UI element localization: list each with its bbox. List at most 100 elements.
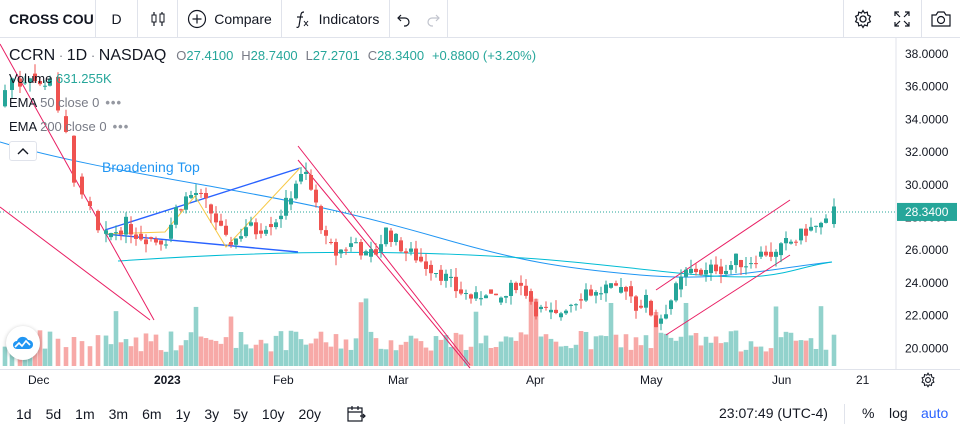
range-3m-button[interactable]: 3m xyxy=(108,406,129,422)
volume-bar xyxy=(583,331,589,366)
volume-bar xyxy=(293,331,299,366)
candle-body xyxy=(539,306,543,310)
candle-body xyxy=(244,227,248,237)
candle-body xyxy=(199,192,203,194)
volume-bar xyxy=(42,348,48,366)
symbol-text: CROSS COU xyxy=(9,10,94,27)
candle-body xyxy=(809,226,813,231)
volume-bar xyxy=(573,344,579,366)
timezone-clock[interactable]: 23:07:49 (UTC-4) xyxy=(719,405,828,421)
range-5y-button[interactable]: 5y xyxy=(233,406,248,422)
volume-bar xyxy=(183,340,189,366)
volume-bar xyxy=(313,338,319,366)
range-6m-button[interactable]: 6m xyxy=(142,406,162,422)
axis-settings-button[interactable] xyxy=(920,372,936,393)
fullscreen-button[interactable] xyxy=(882,0,921,38)
candle-body xyxy=(434,273,438,275)
range-20y-button[interactable]: 20y xyxy=(298,406,322,422)
volume-bar xyxy=(483,335,489,366)
volume-value: 631.255K xyxy=(56,71,112,86)
chart-type-button[interactable] xyxy=(138,0,178,38)
candle-body xyxy=(779,243,783,256)
candle-body xyxy=(624,287,628,292)
candle-body xyxy=(389,230,393,243)
volume-bar xyxy=(243,344,249,366)
volume-bar xyxy=(348,349,354,366)
range-1y-button[interactable]: 1y xyxy=(175,406,191,422)
undo-button[interactable] xyxy=(390,0,418,38)
volume-bar xyxy=(518,332,524,366)
volume-bar xyxy=(443,335,449,366)
more-icon[interactable]: ••• xyxy=(105,95,123,110)
volume-bar xyxy=(623,334,629,366)
legend-volume[interactable]: Volume 631.255K xyxy=(9,71,112,86)
candle-body xyxy=(489,289,493,294)
price-chart[interactable]: 38.000036.000034.000032.000030.000028.00… xyxy=(0,38,960,369)
candle-body xyxy=(369,249,373,257)
trend-line xyxy=(655,199,791,291)
volume-bar xyxy=(163,351,169,366)
interval-button[interactable]: D xyxy=(96,0,138,38)
volume-bar xyxy=(273,335,279,366)
range-3y-button[interactable]: 3y xyxy=(204,406,220,422)
screenshot-button[interactable] xyxy=(921,0,960,38)
trend-line xyxy=(297,145,471,366)
ema200-params: 200 close 0 xyxy=(40,119,107,134)
candle-body xyxy=(554,309,558,314)
bottom-divider xyxy=(844,404,845,424)
candle-body xyxy=(429,264,433,274)
legend-ema50[interactable]: EMA 50 close 0 ••• xyxy=(9,95,122,110)
trend-line xyxy=(0,43,155,321)
plus-circle-icon xyxy=(188,9,207,28)
pattern-label[interactable]: Broadening Top xyxy=(102,159,200,175)
candle-body xyxy=(449,276,453,278)
volume-bar xyxy=(633,337,639,366)
candle-body xyxy=(649,300,653,316)
volume-bar xyxy=(758,346,764,366)
volume-bar xyxy=(563,345,569,366)
volume-bar xyxy=(95,335,101,366)
candle-body xyxy=(414,248,418,261)
range-1d-button[interactable]: 1d xyxy=(16,406,32,422)
range-5d-button[interactable]: 5d xyxy=(45,406,62,422)
volume-bar xyxy=(158,350,164,366)
candle-body xyxy=(254,222,258,235)
indicators-button[interactable]: Indicators xyxy=(282,0,390,38)
volume-bar xyxy=(288,330,294,366)
compare-button[interactable]: Compare xyxy=(178,0,282,38)
redo-button[interactable] xyxy=(418,0,448,38)
candle-body xyxy=(559,313,563,318)
camera-icon xyxy=(931,11,951,27)
candle-body xyxy=(384,227,388,245)
candle-body xyxy=(299,173,303,182)
collapse-legend-button[interactable] xyxy=(9,141,37,161)
settings-button[interactable] xyxy=(843,0,882,38)
volume-bar xyxy=(338,348,344,366)
gear-icon xyxy=(854,9,872,29)
auto-toggle[interactable]: auto xyxy=(921,405,949,421)
candle-body xyxy=(189,195,193,198)
candle-body xyxy=(119,230,123,235)
log-toggle[interactable]: log xyxy=(889,405,908,421)
candle-body xyxy=(744,266,748,268)
volume-bar xyxy=(723,342,729,366)
legend-ema200[interactable]: EMA 200 close 0 ••• xyxy=(9,119,129,134)
range-1m-button[interactable]: 1m xyxy=(75,406,95,422)
volume-bar xyxy=(533,298,539,366)
more-icon[interactable]: ••• xyxy=(112,119,130,134)
go-to-date-button[interactable] xyxy=(346,405,366,423)
top-toolbar: CROSS COU D Compare Indicators xyxy=(0,0,960,38)
volume-bar xyxy=(218,343,224,366)
symbol-search-button[interactable]: CROSS COU xyxy=(0,0,96,38)
volume-bar xyxy=(713,336,719,366)
range-10y-button[interactable]: 10y xyxy=(261,406,285,422)
percent-toggle[interactable]: % xyxy=(862,405,875,421)
candle-body xyxy=(674,283,678,301)
volume-bar xyxy=(458,334,464,366)
volume-bar xyxy=(648,348,654,366)
candle-body xyxy=(634,296,638,311)
candle-body xyxy=(679,276,683,290)
volume-bar xyxy=(693,333,699,366)
volume-bar xyxy=(333,334,339,366)
tradingview-logo[interactable] xyxy=(6,326,40,360)
